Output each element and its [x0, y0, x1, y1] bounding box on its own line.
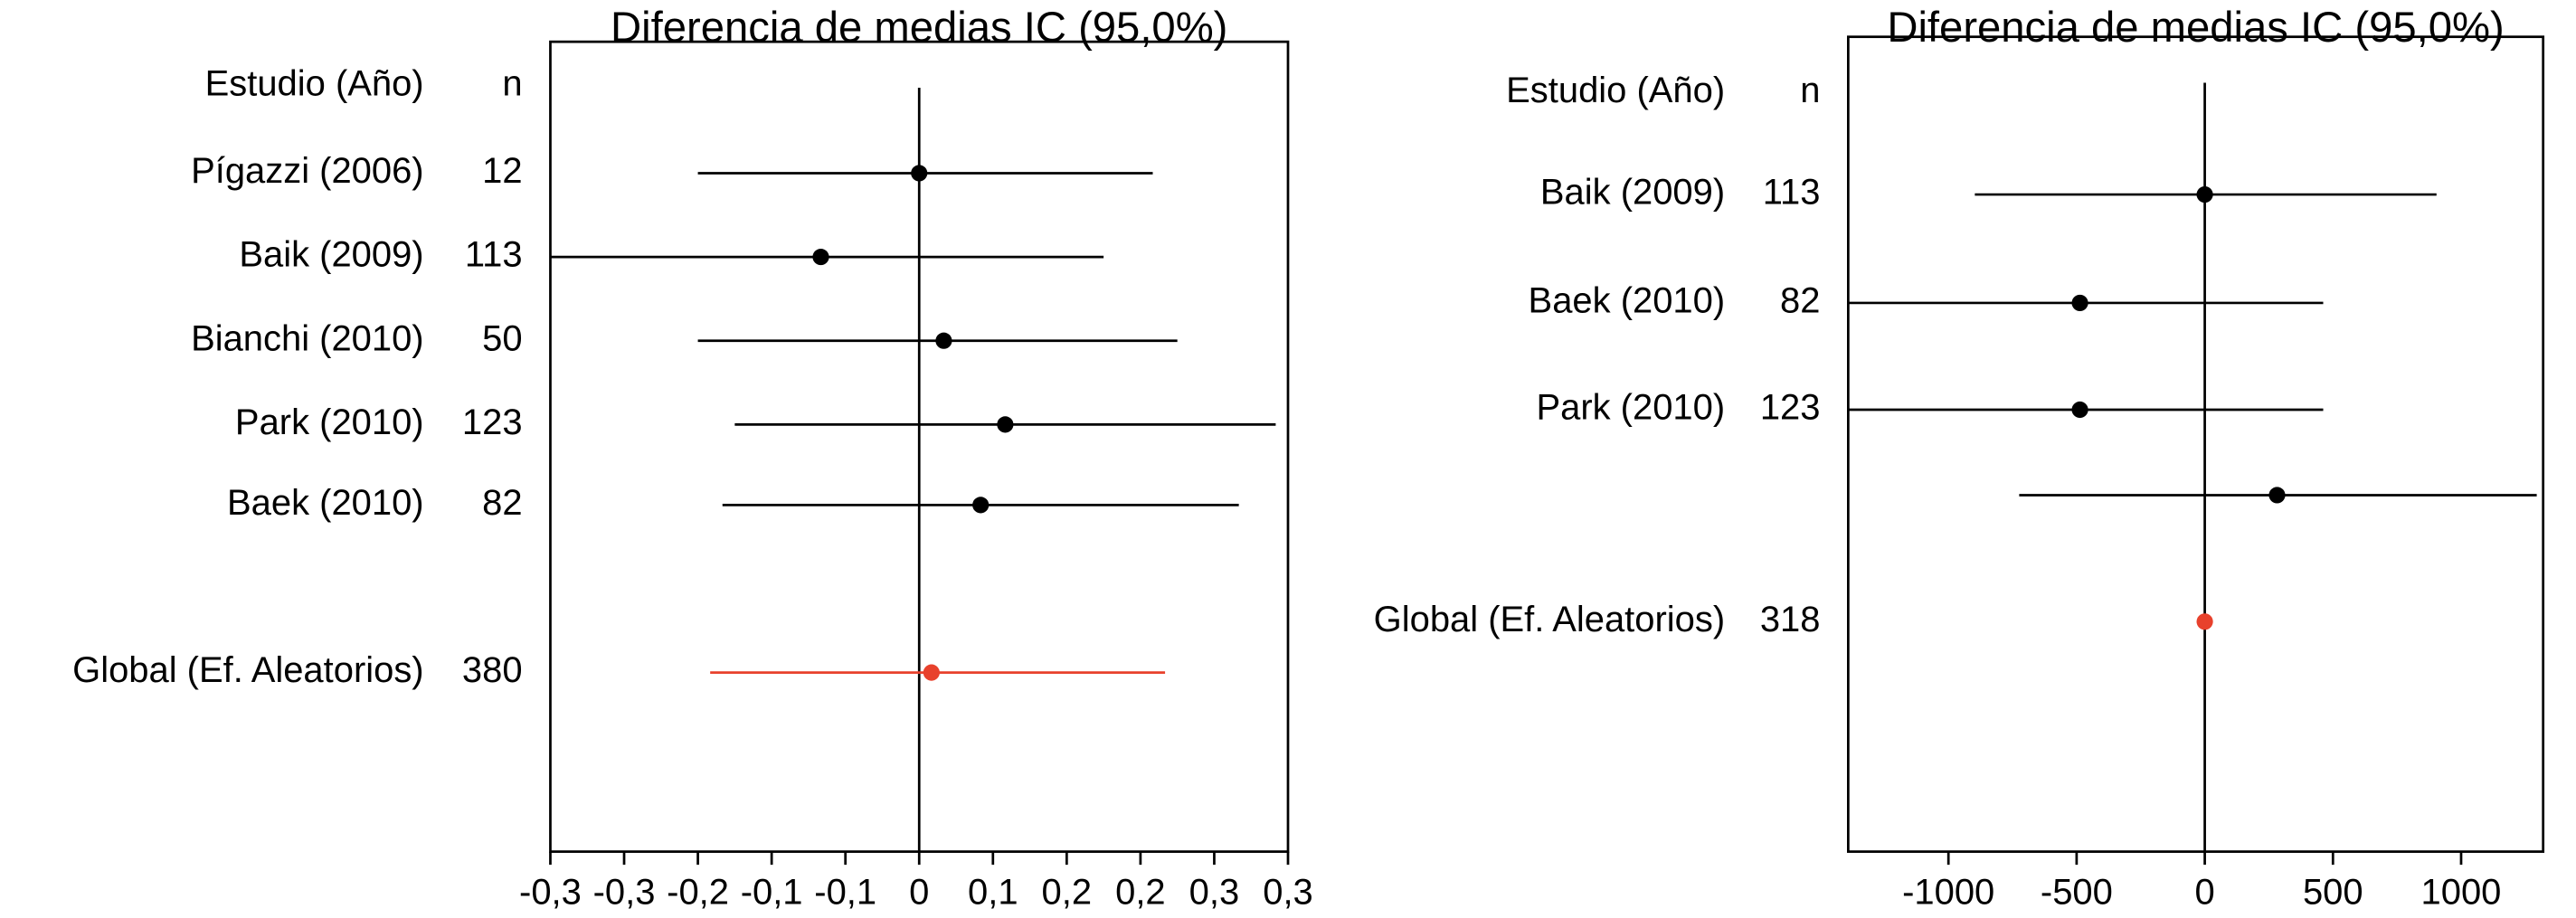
column-header: n [1800, 71, 1820, 110]
point-estimate [812, 249, 829, 266]
column-header: Estudio (Año) [205, 64, 424, 104]
study-name: Baek (2010) [227, 483, 424, 523]
x-tick-label: 0,2 [1042, 872, 1093, 912]
study-name: Pígazzi (2006) [191, 151, 424, 191]
study-n: 318 [1760, 600, 1821, 639]
point-estimate [2196, 185, 2213, 203]
x-tick-label: 1000 [2421, 872, 2502, 912]
x-tick-label: 0 [2194, 872, 2214, 912]
x-tick-label: 500 [2303, 872, 2363, 912]
study-n: 82 [482, 483, 522, 523]
study-name: Global (Ef. Aleatorios) [1374, 600, 1725, 639]
x-tick-label: -0,2 [667, 872, 729, 912]
study-name: Baik (2009) [1540, 173, 1725, 213]
study-name: Park (2010) [235, 402, 424, 442]
plot-frame [1847, 35, 2545, 853]
study-n: 82 [1780, 280, 1820, 320]
x-tick-label: -0,1 [741, 872, 803, 912]
x-tick-label: 0,1 [968, 872, 1018, 912]
point-estimate [2196, 613, 2213, 630]
x-tick-label: 0,2 [1115, 872, 1166, 912]
study-n: 123 [462, 402, 523, 442]
study-n: 123 [1760, 388, 1821, 428]
chart-title: Diferencia de medias IC (95,0%) [611, 4, 1227, 52]
point-estimate [2268, 487, 2286, 504]
x-tick-label: -0,3 [519, 872, 582, 912]
x-tick-label: -0,3 [593, 872, 656, 912]
study-name: Global (Ef. Aleatorios) [72, 650, 423, 690]
study-name: Bianchi (2010) [191, 318, 424, 358]
chart-title: Diferencia de medias IC (95,0%) [1887, 4, 2504, 52]
x-tick-label: 0,3 [1263, 872, 1313, 912]
point-estimate [923, 664, 940, 681]
study-n: 12 [482, 151, 522, 191]
x-tick-label: -0,1 [814, 872, 876, 912]
study-name: Baek (2010) [1529, 280, 1726, 320]
x-tick-label: 0,3 [1189, 872, 1240, 912]
study-name: Baik (2009) [239, 235, 423, 275]
study-n: 50 [482, 318, 522, 358]
point-estimate [935, 332, 952, 349]
x-tick-label: 0 [909, 872, 929, 912]
column-header: n [502, 64, 522, 104]
study-name: Park (2010) [1536, 388, 1725, 428]
x-tick-label: -500 [2041, 872, 2113, 912]
x-tick-label: -1000 [1902, 872, 1994, 912]
study-n: 380 [462, 650, 523, 690]
point-estimate [911, 165, 928, 182]
point-estimate [997, 416, 1014, 433]
study-n: 113 [1763, 173, 1821, 213]
point-estimate [2071, 401, 2088, 419]
column-header: Estudio (Año) [1506, 71, 1725, 110]
point-estimate [972, 497, 990, 514]
point-estimate [2071, 294, 2088, 312]
study-n: 113 [465, 235, 523, 275]
